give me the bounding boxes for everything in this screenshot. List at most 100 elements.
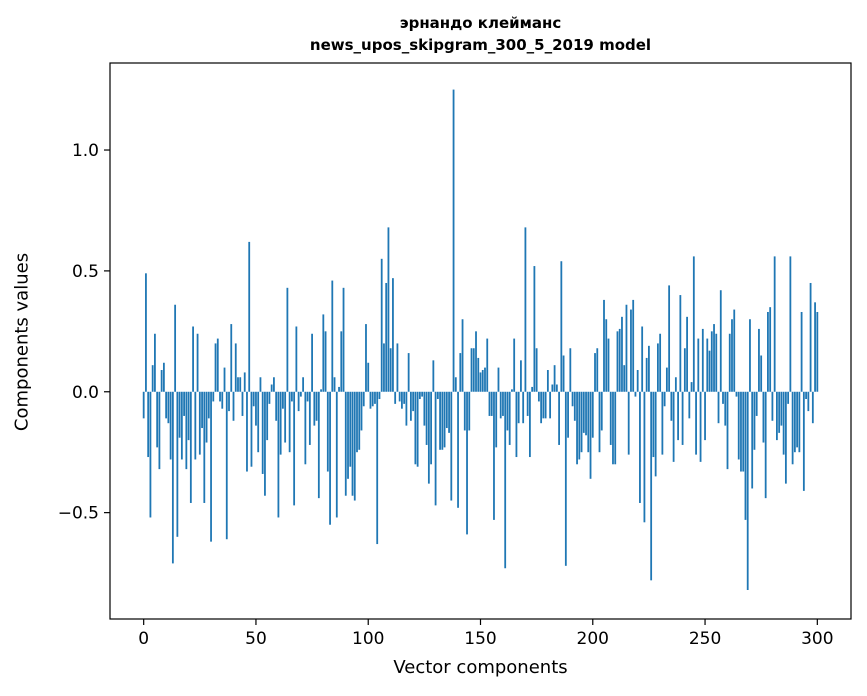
bar-280 [771,391,774,421]
bar-165 [513,338,516,392]
x-axis-label: Vector components [393,657,568,678]
bar-123 [418,391,421,400]
bar-49 [252,391,255,407]
bar-58 [273,377,275,392]
bar-193 [576,391,578,465]
bar-8 [160,370,163,392]
bar-252 [708,350,711,392]
bar-1 [145,273,147,392]
bar-16 [178,391,181,438]
bar-101 [369,391,372,409]
bar-133 [441,391,444,450]
bar-159 [499,391,502,419]
bar-72 [304,391,307,465]
bar-150 [479,372,482,392]
bar-248 [699,391,702,462]
bar-166 [515,391,518,458]
bar-279 [769,307,772,392]
bar-17 [180,391,183,460]
bar-127 [427,391,430,484]
bar-85 [333,377,336,392]
bar-245 [692,256,695,392]
x-axis-ticks: 0 50 100 150 200 250 300 [138,619,834,649]
bar-182 [551,384,554,392]
bar-48 [250,391,253,467]
bar-134 [443,391,446,448]
bar-204 [600,391,603,431]
bar-262 [731,319,733,392]
bar-198 [587,391,590,453]
bar-264 [735,391,738,397]
bar-15 [176,391,179,537]
bar-243 [688,391,691,419]
bar-275 [760,355,763,392]
bar-43 [239,377,242,392]
bar-169 [522,391,525,424]
bar-9 [162,362,165,392]
bar-104 [376,391,379,545]
bar-185 [558,391,560,445]
bar-61 [279,391,282,455]
bar-215 [625,304,628,392]
bar-83 [329,391,331,525]
bar-65 [288,391,291,453]
bar-115 [401,391,403,409]
bar-135 [445,391,448,429]
bar-90 [344,391,347,496]
bar-213 [621,316,623,392]
bar-237 [674,377,677,392]
bar-76 [313,391,316,426]
bar-226 [650,391,653,581]
bar-276 [762,391,765,443]
bar-225 [648,345,650,392]
bar-103 [374,391,376,404]
bar-238 [677,391,679,441]
bar-187 [562,355,565,392]
bar-214 [623,365,626,392]
bar-202 [596,348,599,392]
bar-170 [524,227,527,392]
bar-261 [728,333,731,392]
bar-98 [362,391,365,407]
bar-271 [751,391,754,489]
bar-267 [742,391,745,472]
bar-102 [371,391,374,407]
bar-88 [340,331,343,392]
bar-212 [618,328,621,392]
bar-44 [241,391,244,416]
bar-111 [392,278,394,392]
bar-164 [511,389,513,392]
bar-77 [315,391,318,421]
bar-82 [326,391,329,472]
bar-74 [308,391,311,445]
bar-30 [210,391,212,542]
bar-130 [434,391,437,506]
x-tick-label: 100 [352,629,384,649]
bar-190 [569,348,572,392]
bar-62 [282,391,284,409]
bar-287 [787,391,790,404]
bar-139 [454,377,457,392]
bar-92 [349,391,352,467]
bar-298 [811,391,814,424]
bar-42 [237,377,239,392]
bar-201 [594,353,596,392]
bar-175 [535,348,538,392]
bar-189 [567,391,569,438]
bar-234 [668,285,671,392]
bar-35 [221,391,224,409]
bar-124 [421,391,424,397]
bar-28 [205,391,208,443]
bar-209 [612,391,614,465]
bar-140 [457,391,459,508]
bar-173 [531,386,534,392]
x-tick-label: 0 [138,629,149,649]
bar-156 [493,391,495,520]
bar-18 [183,391,185,416]
bar-59 [275,391,278,421]
bar-210 [614,391,617,465]
bar-270 [749,319,751,392]
bar-81 [324,331,327,392]
bar-131 [436,391,439,400]
x-tick-label: 300 [801,629,833,649]
